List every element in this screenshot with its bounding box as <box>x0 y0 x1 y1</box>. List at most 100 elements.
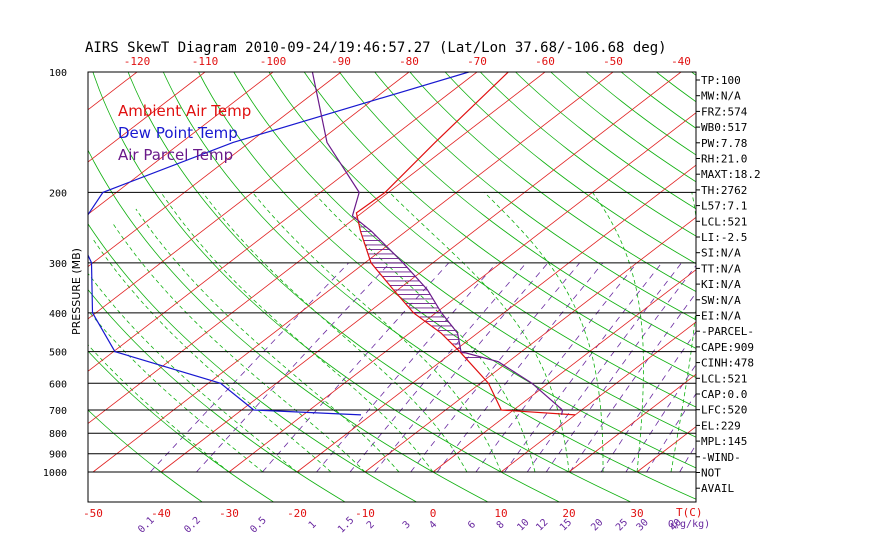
isotherm-line <box>88 72 546 425</box>
isotherm-line <box>773 72 870 472</box>
mixing-ratio-line <box>262 262 450 473</box>
dry-adiabat-line <box>550 72 696 183</box>
pressure-tick-label: 800 <box>49 429 67 440</box>
stat-label: KI:N/A <box>701 278 741 291</box>
dry-adiabat-line <box>88 223 418 502</box>
pressure-tick-label: 100 <box>49 68 67 79</box>
dry-adiabat-line <box>127 72 632 502</box>
mixing-ratio-line <box>196 262 391 473</box>
bottom-temp-tick-label: 0 <box>430 507 437 520</box>
stat-label: TP:100 <box>701 74 741 87</box>
stat-label: EL:229 <box>701 419 741 432</box>
isotherm-line <box>841 72 870 472</box>
mixing-ratio-unit: Q(g/kg) <box>668 519 710 530</box>
dry-adiabat-line <box>797 72 870 504</box>
mixing-ratio-line <box>679 443 696 473</box>
pressure-tick-label: 900 <box>49 450 67 461</box>
dry-adiabat-line <box>515 72 696 210</box>
stat-label: LCL:521 <box>701 372 747 385</box>
ambient-temp-line <box>355 72 576 416</box>
stats-panel: TP:100 MW:N/A FRZ:574 WB0:517 PW:7.78 RH:21.0… <box>696 74 761 495</box>
dry-adiabat-line <box>585 72 696 156</box>
moist-adiabat-line <box>484 192 604 472</box>
dry-adiabat-line <box>409 72 696 293</box>
stat-label: TT:N/A <box>701 262 741 275</box>
dry-adiabat-line <box>480 72 696 237</box>
dry-adiabat-line <box>233 72 696 438</box>
dry-adiabat-line <box>88 288 346 502</box>
dry-adiabat-line <box>162 72 696 500</box>
dry-adiabat-line <box>444 72 696 265</box>
stat-label: MPL:145 <box>701 435 747 448</box>
stat-label: WB0:517 <box>701 121 747 134</box>
stat-label: PW:7.78 <box>701 137 747 150</box>
bottom-temp-tick-label: -40 <box>151 507 171 520</box>
mixing-ratio-line <box>475 262 638 473</box>
mixing-ratio-line <box>150 262 349 473</box>
mixing-ratio-label: 2 <box>365 519 377 531</box>
dry-adiabat-line <box>92 72 561 502</box>
stat-label: -WIND- <box>701 451 741 464</box>
mixing-ratio-label: 4 <box>427 519 439 531</box>
moist-adiabat-line <box>88 344 230 473</box>
mixing-ratio-line <box>600 331 696 473</box>
isotherm-line <box>296 164 696 473</box>
cape-hatch <box>358 222 483 358</box>
isotherm-line <box>228 112 696 473</box>
dry-adiabat-line <box>268 72 696 408</box>
top-temp-tick-label: -100 <box>260 55 287 68</box>
mixing-ratio-label: 1.5 <box>336 515 357 536</box>
isotherm-line <box>160 72 682 473</box>
dry-adiabat-line <box>303 72 696 378</box>
moist-adiabat-line <box>252 192 502 473</box>
top-temp-tick-label: -120 <box>124 55 151 68</box>
dry-adiabat-line <box>762 72 870 504</box>
mixing-ratio-line <box>646 393 696 473</box>
top-temp-tick-label: -80 <box>399 55 419 68</box>
stat-label: AVAIL <box>701 482 734 495</box>
mixing-ratio-label: 0.5 <box>248 515 269 536</box>
top-temp-tick-label: -110 <box>192 55 219 68</box>
bottom-temp-tick-label: -20 <box>287 507 307 520</box>
legend-entry: Ambient Air Temp <box>118 102 251 120</box>
bottom-temp-tick-label: 20 <box>562 507 575 520</box>
isotherm-line <box>92 72 614 473</box>
stat-label: EI:N/A <box>701 310 741 323</box>
mixing-ratio-label: 8 <box>495 519 507 531</box>
mixing-ratio-label: 20 <box>589 517 605 533</box>
bottom-temp-tick-label: -10 <box>355 507 375 520</box>
stat-label: CINH:478 <box>701 357 754 370</box>
legend-entry: Dew Point Temp <box>118 124 238 142</box>
stat-label: CAPE:909 <box>701 341 754 354</box>
bottom-temp-tick-label: -30 <box>219 507 239 520</box>
stat-label: RH:21.0 <box>701 153 747 166</box>
legend-entry: Air Parcel Temp <box>118 146 233 164</box>
mixing-ratio-label: 1 <box>307 519 319 531</box>
moist-adiabats <box>88 192 696 473</box>
isotherm-line <box>568 373 696 473</box>
moist-adiabat-line <box>112 223 366 473</box>
mixing-ratio-label: 0.2 <box>182 515 203 536</box>
parcel-temp-line <box>311 72 564 416</box>
mixing-ratio-line <box>625 363 696 473</box>
dry-adiabat-line <box>833 72 870 504</box>
pressure-tick-label: 1000 <box>43 468 67 479</box>
dew-point-line <box>88 72 469 416</box>
top-temp-tick-label: -60 <box>535 55 555 68</box>
dry-adiabat-line <box>88 350 275 502</box>
moist-adiabat-line <box>592 192 644 473</box>
stat-label: SW:N/A <box>701 294 741 307</box>
pressure-tick-label: 600 <box>49 379 67 390</box>
isobars <box>88 72 696 473</box>
mixing-ratio-line <box>349 262 527 473</box>
pressure-tick-label: 700 <box>49 406 67 417</box>
moist-adiabat-line <box>670 192 696 473</box>
bottom-temp-tick-label: 10 <box>494 507 507 520</box>
top-temp-tick-label: -50 <box>603 55 623 68</box>
isotherm-line <box>88 72 206 163</box>
top-temp-tick-label: -70 <box>467 55 487 68</box>
stat-label: LFC:520 <box>701 404 747 417</box>
pressure-tick-label: 500 <box>49 348 67 359</box>
isotherm-line <box>88 72 274 215</box>
